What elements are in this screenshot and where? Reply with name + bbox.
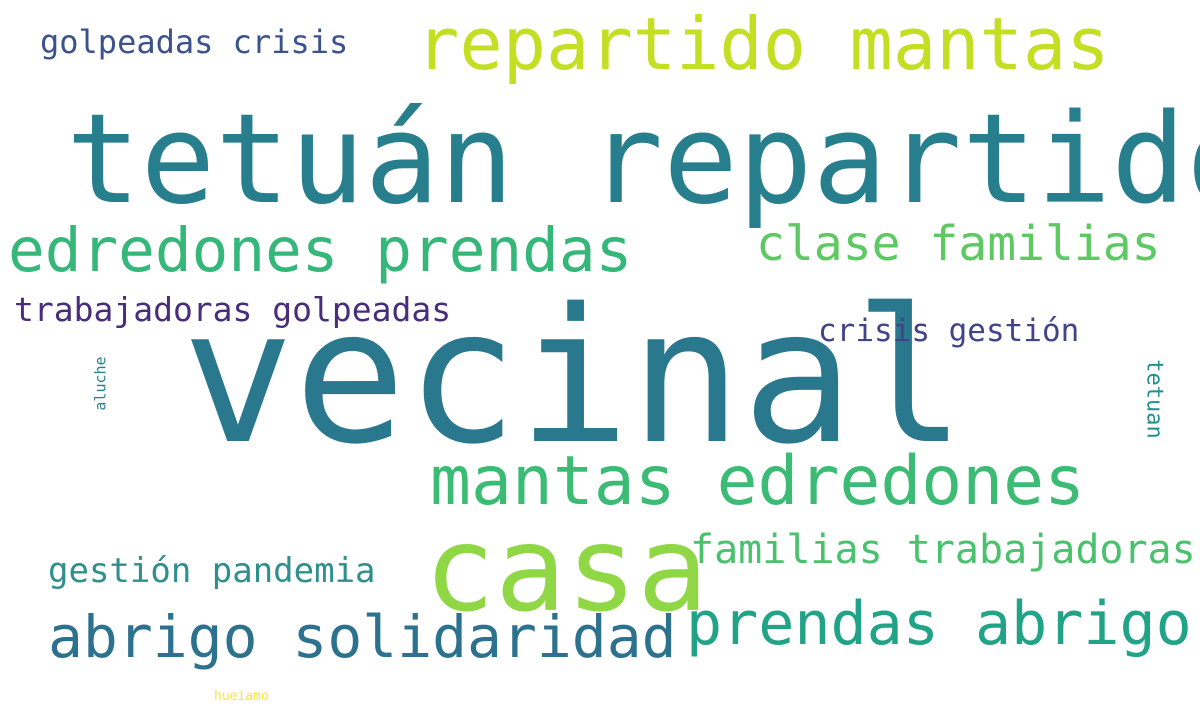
word-familias-trabajadoras: familias trabajadoras <box>690 527 1196 573</box>
word-clase-familias: clase familias <box>756 216 1161 272</box>
word-hueiamo: hueiamo <box>214 689 269 704</box>
word-aluche: aluche <box>91 356 110 411</box>
word-edredones-prendas: edredones prendas <box>8 215 633 286</box>
word-prendas-abrigo: prendas abrigo <box>686 589 1192 659</box>
word-trabajadoras-golpeadas: trabajadoras golpeadas <box>14 290 452 329</box>
word-casa: casa <box>424 500 709 638</box>
word-crisis-gestion: crisis gestión <box>818 313 1080 349</box>
word-golpeadas-crisis: golpeadas crisis <box>40 23 349 61</box>
word-tetuan-repartido: tetuán repartido <box>66 88 1200 232</box>
word-tetuan-vertical: tetuan <box>1141 359 1167 439</box>
word-repartido-mantas: repartido mantas <box>416 2 1110 86</box>
word-mantas-edredones: mantas edredones <box>430 442 1086 521</box>
word-gestion-pandemia: gestión pandemia <box>48 551 376 591</box>
word-vecinal: vecinal <box>182 268 966 485</box>
word-abrigo-solidaridad: abrigo solidaridad <box>48 603 677 671</box>
